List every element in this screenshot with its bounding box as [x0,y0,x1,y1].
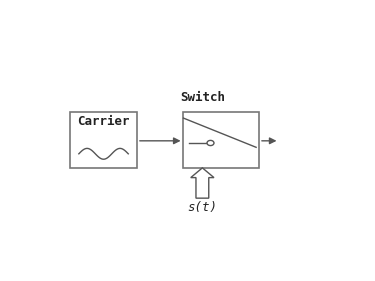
Text: Carrier: Carrier [77,115,130,128]
Text: Switch: Switch [180,91,225,104]
Text: s(t): s(t) [188,201,218,214]
Polygon shape [191,168,214,198]
Bar [183,112,259,168]
Circle shape [207,140,214,146]
Bar [70,112,137,168]
